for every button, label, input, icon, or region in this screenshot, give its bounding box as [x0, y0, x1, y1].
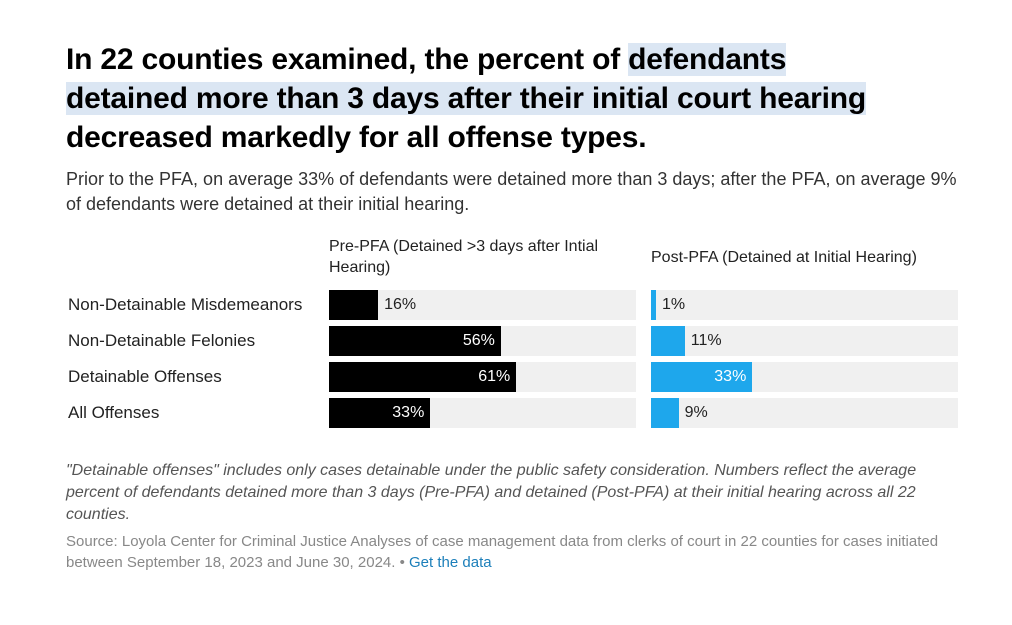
- data-label-post-pfa: 11%: [690, 332, 722, 349]
- source-separator: •: [395, 554, 410, 571]
- bar-track-post-pfa: 11%: [651, 326, 958, 356]
- title-highlight-1: defendants: [628, 43, 787, 76]
- bar-track-pre-pfa: 16%: [329, 290, 636, 320]
- title-part-after: decreased markedly for all offense types…: [66, 121, 647, 154]
- bar-pre-pfa: [329, 326, 501, 356]
- bar-track-pre-pfa: 56%: [329, 326, 636, 356]
- data-label-post-pfa: 33%: [714, 368, 747, 385]
- source-text: Source: Loyola Center for Criminal Justi…: [66, 533, 939, 571]
- bar-pre-pfa: [329, 398, 431, 428]
- title-part-before: In 22 counties examined, the percent of: [66, 43, 629, 76]
- data-label-post-pfa: 1%: [662, 296, 686, 313]
- bar-track-post-pfa: 33%: [651, 362, 958, 392]
- bar-track-post-pfa: 9%: [651, 398, 958, 428]
- category-label: All Offenses: [68, 403, 160, 422]
- bar-post-pfa: [651, 362, 753, 392]
- data-label-pre-pfa: 33%: [392, 404, 425, 421]
- bar-track-post-pfa: 1%: [651, 290, 958, 320]
- title-highlight-2: detained more than 3 days after their in…: [66, 82, 867, 115]
- category-label: Non-Detainable Felonies: [68, 331, 256, 350]
- bar-pre-pfa: [329, 290, 379, 320]
- bar-post-pfa: [651, 398, 679, 428]
- bar-pre-pfa: [329, 362, 517, 392]
- bar-post-pfa: [651, 326, 685, 356]
- bar-chart: Pre-PFA (Detained >3 days after Intial H…: [66, 236, 966, 436]
- data-label-pre-pfa: 16%: [384, 296, 417, 313]
- data-label-pre-pfa: 61%: [478, 368, 511, 385]
- category-label: Non-Detainable Misdemeanors: [68, 295, 303, 314]
- bar-track-pre-pfa: 61%: [329, 362, 636, 392]
- category-label: Detainable Offenses: [68, 367, 222, 386]
- column-header-post-pfa: Post-PFA (Detained at Initial Hearing): [651, 249, 917, 266]
- column-header-pre-pfa: Pre-PFA (Detained >3 days after Intial H…: [329, 238, 599, 276]
- bar-post-pfa: [651, 290, 656, 320]
- chart-source: Source: Loyola Center for Criminal Justi…: [66, 531, 966, 573]
- chart-title: In 22 counties examined, the percent of …: [66, 40, 966, 157]
- chart-container: In 22 counties examined, the percent of …: [66, 40, 966, 571]
- chart-subtitle: Prior to the PFA, on average 33% of defe…: [66, 169, 957, 214]
- data-label-post-pfa: 9%: [684, 404, 708, 421]
- bar-track-pre-pfa: 33%: [329, 398, 636, 428]
- chart-note: "Detainable offenses" includes only case…: [66, 462, 917, 523]
- data-label-pre-pfa: 56%: [462, 332, 495, 349]
- get-the-data-link[interactable]: Get the data: [409, 554, 492, 571]
